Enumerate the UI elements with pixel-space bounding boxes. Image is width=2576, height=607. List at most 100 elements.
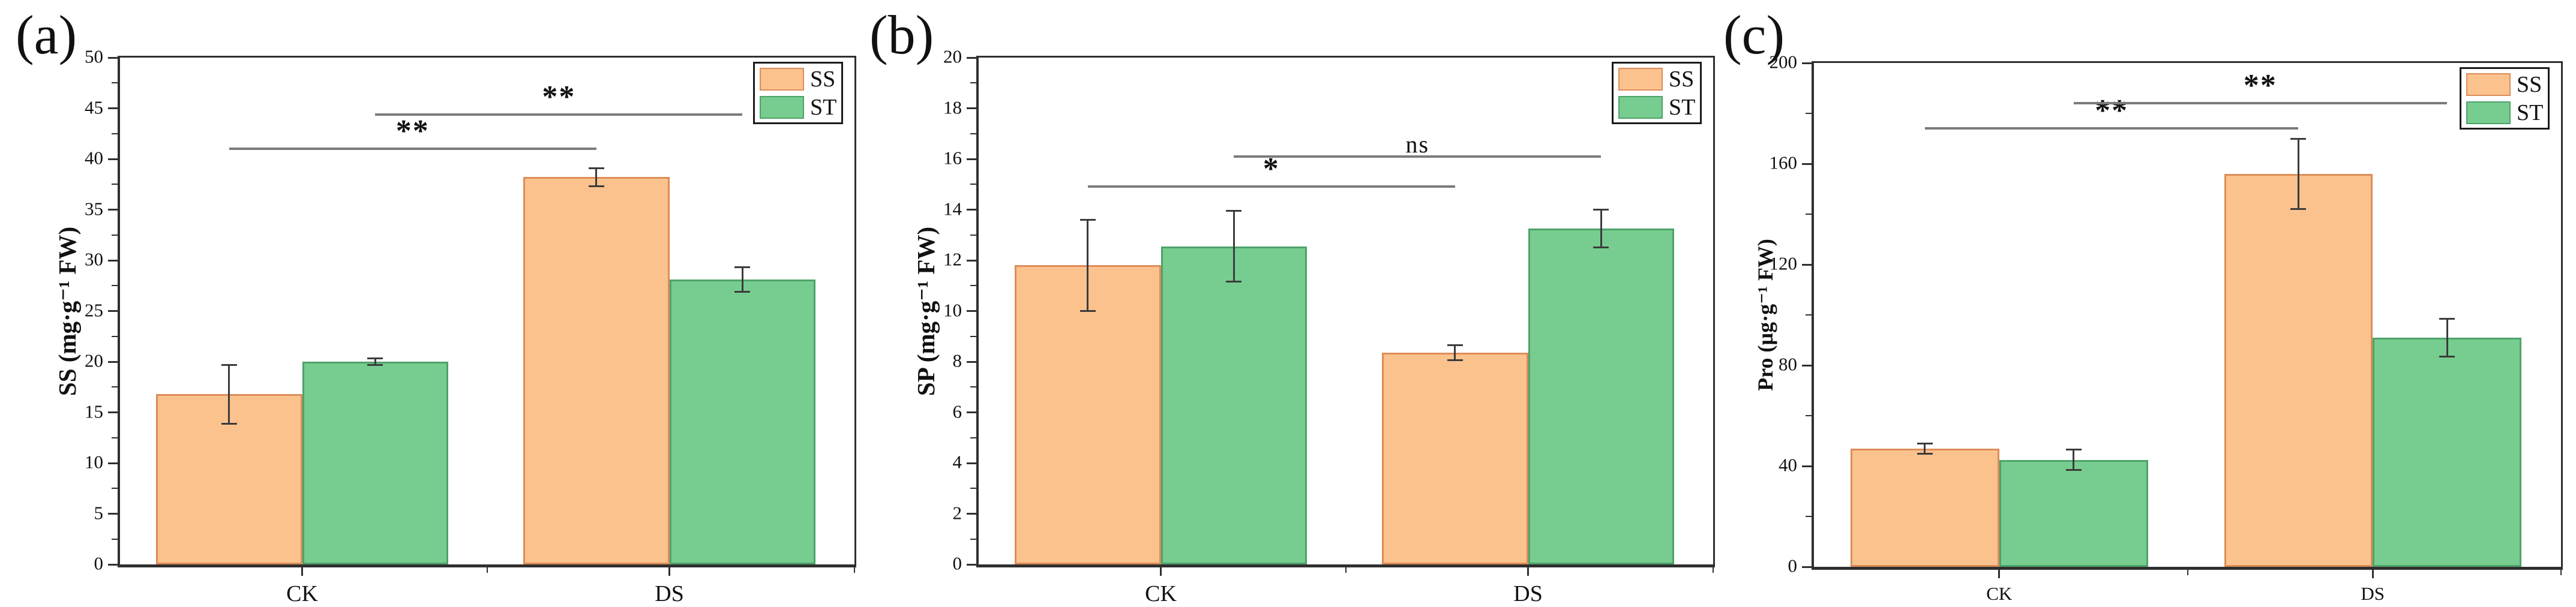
- y-major-tick: [967, 259, 976, 262]
- y-major-tick: [108, 56, 118, 59]
- y-minor-tick: [970, 488, 976, 489]
- top-spine: [976, 56, 1715, 58]
- y-tick-label: 35: [85, 198, 103, 220]
- x-major-tick: [668, 567, 671, 576]
- error-bar-cap-top: [1079, 218, 1096, 221]
- y-minor-tick: [970, 133, 976, 134]
- error-bar-cap-top: [2290, 137, 2307, 140]
- error-bar-line: [1232, 211, 1235, 282]
- y-tick-label: 0: [94, 552, 104, 574]
- error-bar-cap-bottom: [2290, 208, 2307, 211]
- y-axis-title: Pro (µg·g⁻¹ FW): [1753, 239, 1777, 391]
- y-minor-tick: [112, 184, 118, 185]
- error-bar-line: [1454, 345, 1456, 360]
- legend: SS ST: [753, 62, 843, 124]
- y-tick-label: 10: [85, 451, 103, 473]
- y-minor-tick: [1806, 113, 1812, 114]
- panel-b: (b) 0 2 4 6 8 10 12 14 16 18 20 CK DS SP (mg·g⁻¹ FW) * n…: [859, 0, 1717, 607]
- y-major-tick: [967, 310, 976, 312]
- y-major-tick: [108, 563, 118, 566]
- y-major-tick: [967, 158, 976, 160]
- error-bar-line: [2297, 139, 2299, 209]
- legend-swatch-st: [2466, 101, 2511, 124]
- significance-line: [2073, 102, 2448, 105]
- x-minor-tick: [2560, 570, 2562, 575]
- bar-st-ck: [302, 362, 449, 564]
- y-axis-line: [1812, 61, 1814, 570]
- error-bar-line: [2073, 449, 2075, 470]
- y-major-tick: [108, 158, 118, 160]
- legend-label-ss: SS: [2517, 72, 2542, 97]
- y-major-tick: [108, 411, 118, 413]
- y-major-tick: [967, 513, 976, 515]
- error-bar-cap-top: [1917, 442, 1933, 444]
- y-tick-label: 4: [952, 451, 962, 473]
- significance-label: *: [1262, 152, 1280, 187]
- y-tick-label: 80: [1779, 353, 1797, 375]
- y-axis-title: SP (mg·g⁻¹ FW): [912, 226, 940, 396]
- bar-st-ds: [2373, 337, 2521, 567]
- y-major-tick: [108, 259, 118, 262]
- significance-line: [229, 148, 596, 151]
- y-axis-line: [976, 56, 979, 567]
- y-major-tick: [108, 360, 118, 363]
- bar-ss-ck: [1014, 265, 1161, 564]
- legend-swatch-ss: [2466, 73, 2511, 96]
- y-major-tick: [967, 107, 976, 109]
- y-minor-tick: [112, 386, 118, 388]
- error-bar-line: [741, 267, 743, 292]
- y-major-tick: [108, 209, 118, 211]
- y-minor-tick: [112, 538, 118, 540]
- legend-swatch-ss: [760, 68, 804, 91]
- y-tick-label: 16: [943, 147, 962, 169]
- x-major-tick: [1527, 567, 1530, 576]
- top-spine: [1812, 61, 2563, 63]
- y-major-tick: [967, 563, 976, 566]
- y-tick-label: 40: [85, 147, 103, 169]
- error-bar-cap-top: [734, 266, 751, 269]
- legend-label-ss: SS: [1669, 67, 1695, 92]
- legend-swatch-st: [1618, 96, 1663, 119]
- x-category-label: CK: [1145, 581, 1177, 606]
- panel-a: (a) 0 5 10 15 20 25 30 35 40 45 50 CK DS SS (mg·g⁻¹ FW…: [0, 0, 859, 607]
- error-bar-cap-bottom: [1593, 247, 1609, 249]
- top-spine: [118, 56, 856, 58]
- y-tick-label: 20: [943, 46, 962, 67]
- x-category-label: DS: [1513, 581, 1543, 606]
- significance-label: **: [2243, 68, 2277, 103]
- x-minor-tick: [1713, 567, 1714, 573]
- y-tick-label: 6: [952, 401, 962, 422]
- error-bar-cap-top: [2439, 317, 2455, 320]
- y-tick-label: 15: [85, 401, 103, 422]
- y-minor-tick: [112, 82, 118, 84]
- right-spine: [854, 56, 856, 567]
- error-bar-cap-bottom: [1079, 310, 1096, 312]
- x-minor-tick: [1345, 567, 1347, 573]
- error-bar-cap-bottom: [1917, 452, 1933, 455]
- right-spine: [1713, 56, 1715, 567]
- bar-st-ds: [669, 280, 816, 564]
- y-major-tick: [1802, 163, 1812, 165]
- error-bar-line: [374, 358, 376, 365]
- x-axis-line: [118, 564, 856, 567]
- y-minor-tick: [112, 437, 118, 438]
- panel-letter: (b): [869, 4, 934, 65]
- x-axis-line: [1812, 567, 2563, 570]
- legend: SS ST: [2460, 67, 2550, 130]
- x-minor-tick: [854, 567, 855, 573]
- y-tick-label: 14: [943, 198, 962, 220]
- y-minor-tick: [970, 335, 976, 337]
- significance-line: [1234, 155, 1602, 158]
- bar-st-ck: [1999, 459, 2148, 567]
- x-category-label: CK: [286, 581, 318, 606]
- error-bar-cap-bottom: [2439, 355, 2455, 357]
- y-major-tick: [108, 513, 118, 515]
- error-bar-line: [1087, 220, 1089, 311]
- y-tick-label: 200: [1769, 51, 1798, 73]
- significance-label: **: [2095, 94, 2129, 128]
- error-bar-cap-bottom: [367, 363, 383, 366]
- y-minor-tick: [970, 234, 976, 236]
- x-category-label: CK: [1986, 583, 2013, 604]
- y-major-tick: [967, 209, 976, 211]
